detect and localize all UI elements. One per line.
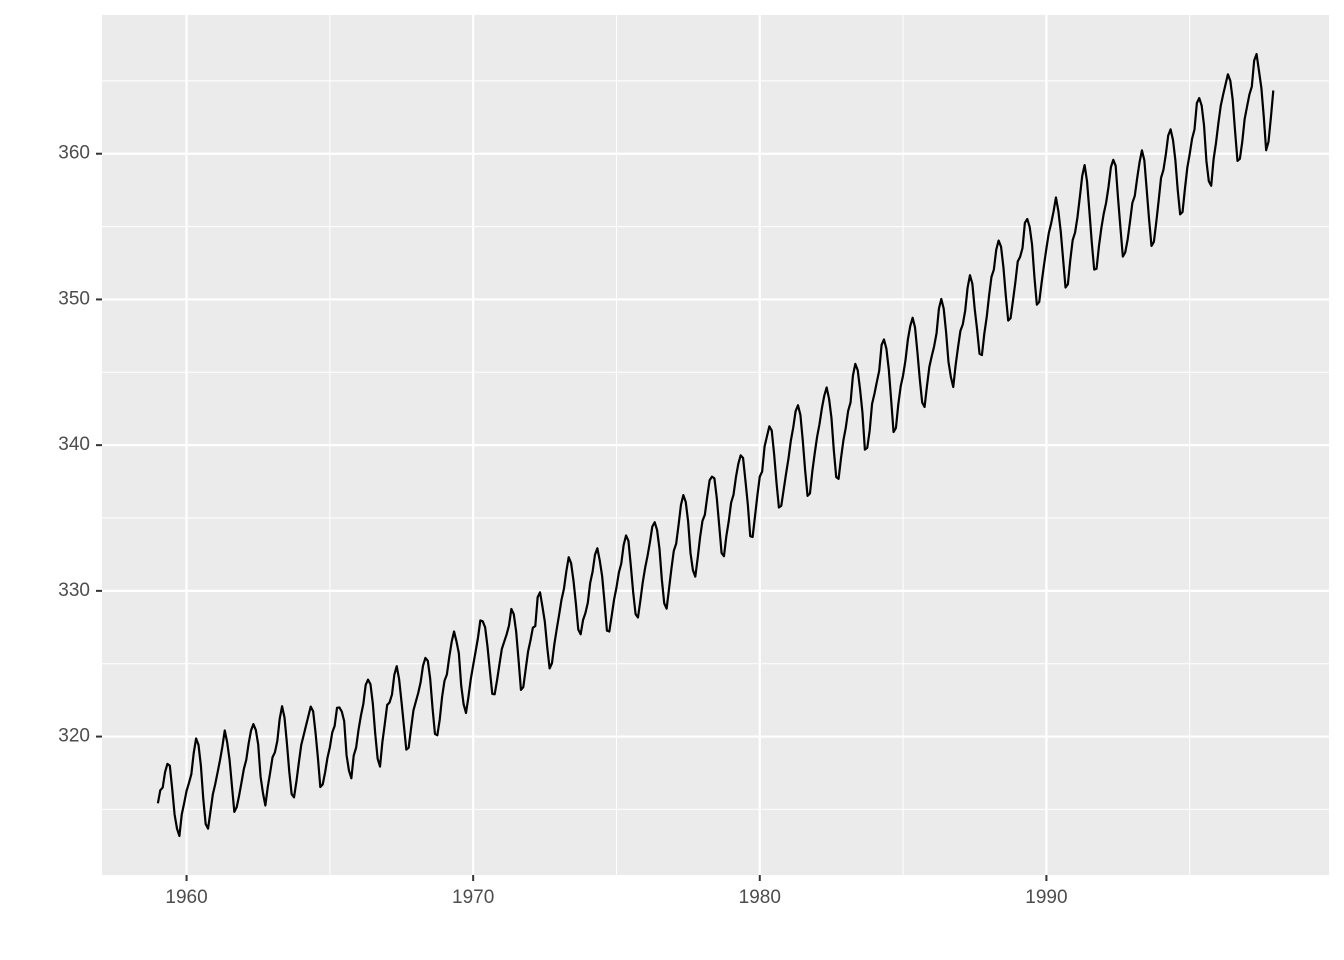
x-tick-label: 1960	[165, 887, 207, 908]
line	[156, 52, 1275, 838]
x-tick-label: 1980	[739, 887, 781, 908]
y-tick-label: 360	[58, 143, 90, 164]
y-tick-label: 330	[58, 580, 90, 601]
y-tick-label: 340	[58, 434, 90, 455]
y-tick-label: 350	[58, 288, 90, 309]
x-tick-label: 1970	[452, 887, 494, 908]
y-tick-label: 320	[58, 726, 90, 747]
x-tick-label: 1990	[1025, 887, 1067, 908]
